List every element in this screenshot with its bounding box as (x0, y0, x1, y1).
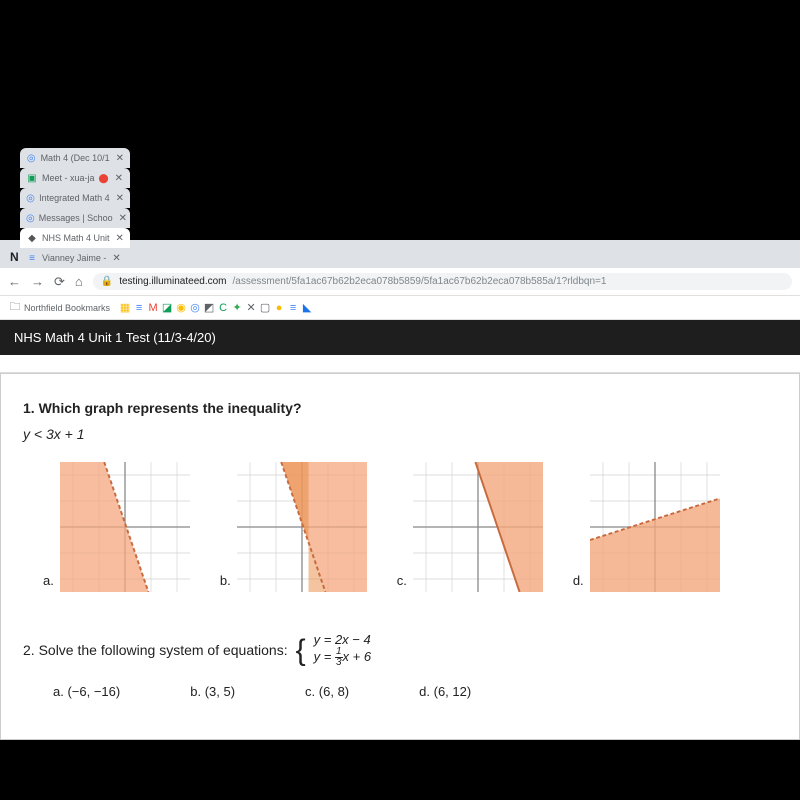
addr-bar: ← → ⟳ ⌂ 🔒 testing.illuminateed.com/asses… (0, 268, 800, 296)
tab-title: Math 4 (Dec 10/1 (41, 153, 110, 163)
tab-favicon: ◆ (26, 232, 38, 244)
tab-title: Integrated Math 4 (39, 193, 110, 203)
browser-tab[interactable]: ◎ Integrated Math 4 ✕ (20, 188, 130, 208)
bookmark-folder[interactable]: 🗀 Northfield Bookmarks (8, 301, 110, 315)
close-icon[interactable]: ✕ (116, 153, 124, 164)
close-icon[interactable]: ✕ (112, 253, 120, 264)
browser-tab[interactable]: ▣ Meet - xua-ja ⬤ ✕ (20, 168, 130, 188)
lock-icon: 🔒 (101, 276, 113, 287)
bookmark-icon[interactable]: ✕ (244, 300, 258, 314)
choice-b[interactable]: b. (220, 462, 367, 592)
url-host: testing.illuminateed.com (119, 276, 226, 287)
tab-title: Meet - xua-ja (42, 173, 95, 183)
bookmark-icon[interactable]: ◪ (160, 300, 174, 314)
choice-a[interactable]: a. (43, 462, 190, 592)
forward-button[interactable]: → (31, 274, 44, 289)
content-area: 1. Which graph represents the inequality… (0, 373, 800, 740)
graph-d (590, 462, 720, 592)
bookmark-icon[interactable]: ▢ (258, 300, 272, 314)
bookmark-icon[interactable]: ◩ (202, 300, 216, 314)
tab-favicon: ◎ (26, 192, 35, 204)
choice-d[interactable]: d. (573, 462, 720, 592)
q2-prompt: 2. Solve the following system of equatio… (23, 642, 288, 658)
q1-prompt: 1. Which graph represents the inequality… (23, 400, 777, 416)
bookmark-icon[interactable]: C (216, 301, 230, 315)
browser-tab[interactable]: ◆ NHS Math 4 Unit ✕ (20, 228, 130, 248)
page-title: NHS Math 4 Unit 1 Test (11/3-4/20) (14, 330, 216, 345)
graph-c (413, 462, 543, 592)
app-icon: N (6, 246, 20, 268)
q1-inequality: y < 3x + 1 (23, 426, 777, 442)
home-button[interactable]: ⌂ (75, 274, 83, 289)
url-field[interactable]: 🔒 testing.illuminateed.com/assessment/5f… (93, 273, 792, 290)
tab-strip: N ◎Math 4 (Dec 10/1✕▣Meet - xua-ja⬤✕◎Int… (0, 240, 800, 268)
toolbar-strip (0, 355, 800, 373)
q2-choice-c[interactable]: c. (6, 8) (305, 684, 349, 699)
bookmark-icon[interactable]: ▦ (118, 300, 132, 314)
browser-window: N ◎Math 4 (Dec 10/1✕▣Meet - xua-ja⬤✕◎Int… (0, 240, 800, 740)
tab-title: NHS Math 4 Unit (42, 233, 110, 243)
tab-favicon: ◎ (26, 212, 35, 224)
folder-icon: 🗀 (8, 301, 22, 315)
bookmark-icon[interactable]: ● (272, 301, 286, 315)
bookmark-icon[interactable]: ≡ (286, 301, 300, 315)
brace-icon: { (296, 637, 306, 664)
url-path: /assessment/5fa1ac67b62b2eca078b5859/5fa… (233, 276, 607, 287)
browser-tab[interactable]: ≡ Vianney Jaime - ✕ (20, 248, 130, 268)
bookmark-icon[interactable]: ≡ (132, 301, 146, 315)
browser-tab[interactable]: ◎ Messages | Schoo ✕ (20, 208, 130, 228)
tab-favicon: ▣ (26, 172, 38, 184)
tab-favicon: ≡ (26, 252, 38, 264)
bookmark-icon[interactable]: ◣ (300, 300, 314, 314)
page-header: NHS Math 4 Unit 1 Test (11/3-4/20) (0, 320, 800, 355)
reload-button[interactable]: ⟳ (54, 274, 65, 290)
close-icon[interactable]: ✕ (116, 233, 124, 244)
q2-choices: a. (−6, −16) b. (3, 5) c. (6, 8) d. (6, … (23, 684, 777, 699)
close-icon[interactable]: ✕ (116, 193, 124, 204)
choice-c[interactable]: c. (397, 462, 543, 592)
tab-favicon: ◎ (26, 152, 37, 164)
close-icon[interactable]: ✕ (115, 173, 123, 184)
bookmark-icon[interactable]: M (146, 301, 160, 315)
q2-choice-b[interactable]: b. (3, 5) (190, 684, 235, 699)
recording-icon: ⬤ (99, 173, 109, 184)
browser-tab[interactable]: ◎ Math 4 (Dec 10/1 ✕ (20, 148, 130, 168)
back-button[interactable]: ← (8, 274, 21, 289)
q2: 2. Solve the following system of equatio… (23, 632, 777, 668)
tab-title: Vianney Jaime - (42, 253, 106, 263)
close-icon[interactable]: ✕ (119, 213, 127, 224)
graph-a (60, 462, 190, 592)
bookmark-icon[interactable]: ◎ (188, 300, 202, 314)
tab-title: Messages | Schoo (39, 213, 113, 223)
graph-b (237, 462, 367, 592)
q2-choice-a[interactable]: a. (−6, −16) (53, 684, 120, 699)
q2-equations: y = 2x − 4 y = 13x + 6 (314, 632, 371, 668)
bookmark-icon[interactable]: ✦ (230, 300, 244, 314)
bookmarks-bar: 🗀 Northfield Bookmarks ▦≡M◪◉◎◩C✦✕▢●≡◣ (0, 296, 800, 320)
q2-choice-d[interactable]: d. (6, 12) (419, 684, 471, 699)
graph-row: a. b. (23, 462, 777, 592)
bookmark-icon[interactable]: ◉ (174, 300, 188, 314)
